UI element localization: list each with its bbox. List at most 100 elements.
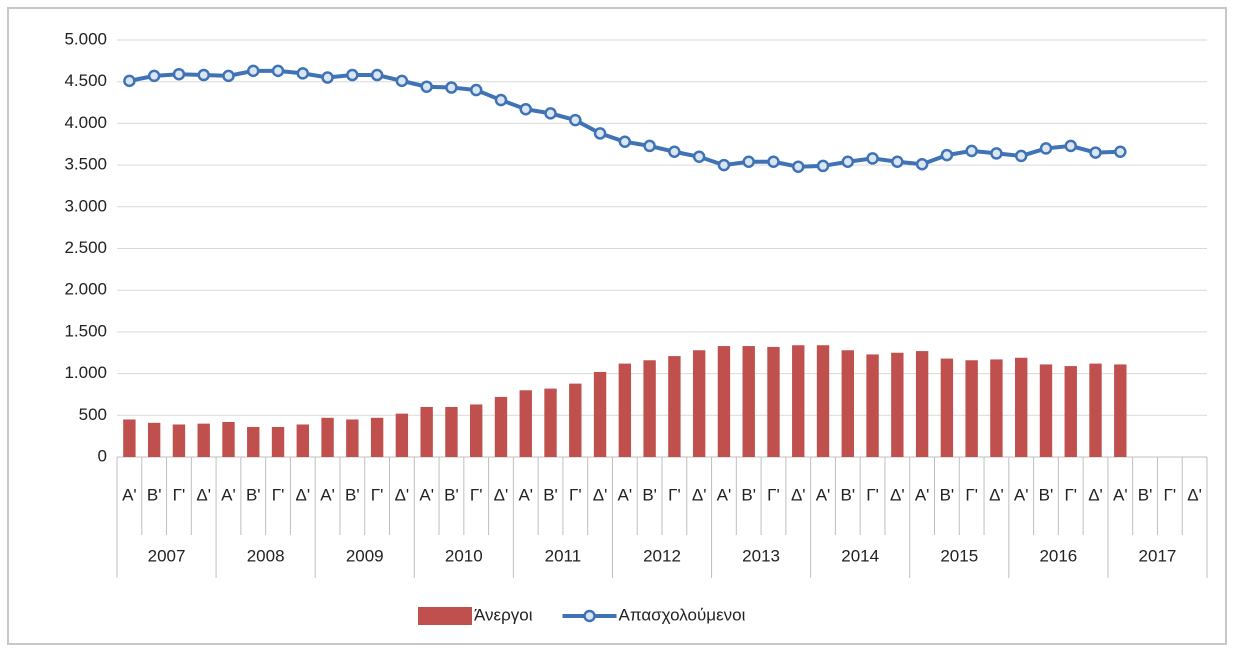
line-marker (1089, 146, 1102, 159)
bar (990, 359, 1003, 457)
bar (891, 352, 904, 457)
year-label: 2012 (643, 546, 681, 565)
bar (544, 388, 557, 457)
x-tick-label: Γ' (965, 485, 978, 504)
x-tick-label: Δ' (989, 485, 1004, 504)
line-marker (915, 158, 929, 171)
bar (792, 345, 805, 457)
x-tick-label: Γ' (767, 485, 780, 504)
x-tick-label: Α' (122, 485, 137, 504)
x-tick-label: Γ' (866, 485, 879, 504)
line-marker (395, 74, 409, 88)
bar (593, 371, 607, 457)
x-tick-label: Β' (642, 485, 657, 504)
bar (965, 360, 978, 457)
x-tick-label: Γ' (1164, 485, 1177, 504)
line-marker (172, 67, 186, 81)
bar (420, 406, 433, 457)
bar (445, 406, 458, 457)
line-marker (494, 93, 508, 107)
line-marker (717, 158, 731, 172)
x-tick-label: Δ' (791, 485, 806, 504)
line-marker (866, 152, 879, 165)
x-tick-label: Δ' (1187, 485, 1202, 504)
x-tick-label: Γ' (668, 485, 681, 504)
year-label: 2013 (742, 546, 780, 565)
line-marker (1114, 145, 1127, 159)
legend-marker (583, 609, 596, 623)
bar (717, 346, 731, 457)
x-tick-label: Β' (345, 485, 360, 504)
bar (668, 356, 681, 457)
year-label: 2007 (148, 546, 186, 565)
legend-swatch (418, 607, 472, 625)
bar (742, 346, 755, 457)
line-marker (370, 68, 384, 82)
x-tick-label: Δ' (890, 485, 905, 504)
bar (915, 351, 929, 457)
line-marker (668, 145, 681, 159)
y-tick-label: 500 (79, 405, 107, 424)
bar (321, 417, 334, 457)
line-marker (965, 144, 978, 158)
x-tick-label: Α' (915, 485, 930, 504)
bar (123, 419, 136, 457)
chart-frame (7, 7, 1227, 645)
x-tick-label: Α' (419, 485, 434, 504)
x-tick-label: Α' (1113, 485, 1128, 504)
y-tick-label: 1.000 (64, 363, 107, 382)
bar (940, 358, 954, 457)
bar (519, 390, 532, 457)
line-marker (841, 155, 855, 169)
line-marker (593, 127, 607, 140)
x-tick-label: Β' (246, 485, 261, 504)
bar (271, 426, 285, 457)
x-tick-label: Β' (940, 485, 955, 504)
bar (296, 424, 309, 457)
x-tick-label: Β' (1138, 485, 1153, 504)
line-marker (321, 71, 334, 84)
line-marker (296, 67, 310, 80)
year-label: 2009 (346, 546, 384, 565)
x-tick-label: Α' (717, 485, 732, 504)
bar (370, 417, 384, 457)
bar (1015, 357, 1028, 457)
y-tick-label: 0 (98, 446, 107, 465)
line-marker (816, 159, 830, 173)
x-tick-label: Α' (1014, 485, 1029, 504)
bar (1089, 363, 1102, 457)
line-marker (420, 80, 433, 93)
year-label: 2016 (1039, 546, 1077, 565)
year-label: 2008 (247, 546, 285, 565)
line-marker (197, 68, 210, 82)
line-marker (123, 74, 136, 88)
year-label: 2015 (940, 546, 978, 565)
x-tick-label: Δ' (395, 485, 410, 504)
x-tick-label: Α' (320, 485, 335, 504)
x-tick-label: Γ' (272, 485, 285, 504)
x-tick-label: Α' (221, 485, 236, 504)
y-tick-label: 2.000 (64, 280, 107, 299)
x-tick-label: Γ' (1064, 485, 1077, 504)
line-marker (271, 64, 285, 78)
year-label: 2017 (1139, 546, 1177, 565)
x-tick-label: Α' (618, 485, 633, 504)
legend-label: Άνεργοι (474, 605, 533, 624)
x-tick-label: Α' (518, 485, 533, 504)
bar (618, 363, 632, 457)
line-marker (692, 150, 706, 164)
year-label: 2010 (445, 546, 483, 565)
line-marker (643, 139, 656, 153)
bar (866, 354, 879, 457)
line-marker (469, 83, 483, 97)
bar (395, 413, 409, 457)
line-marker (990, 147, 1003, 160)
y-tick-label: 5.000 (64, 29, 107, 48)
x-tick-label: Β' (741, 485, 756, 504)
bar (767, 346, 780, 457)
line-marker (346, 68, 359, 82)
line-marker (569, 113, 582, 127)
y-tick-label: 3.000 (64, 196, 107, 215)
bar (643, 360, 656, 457)
